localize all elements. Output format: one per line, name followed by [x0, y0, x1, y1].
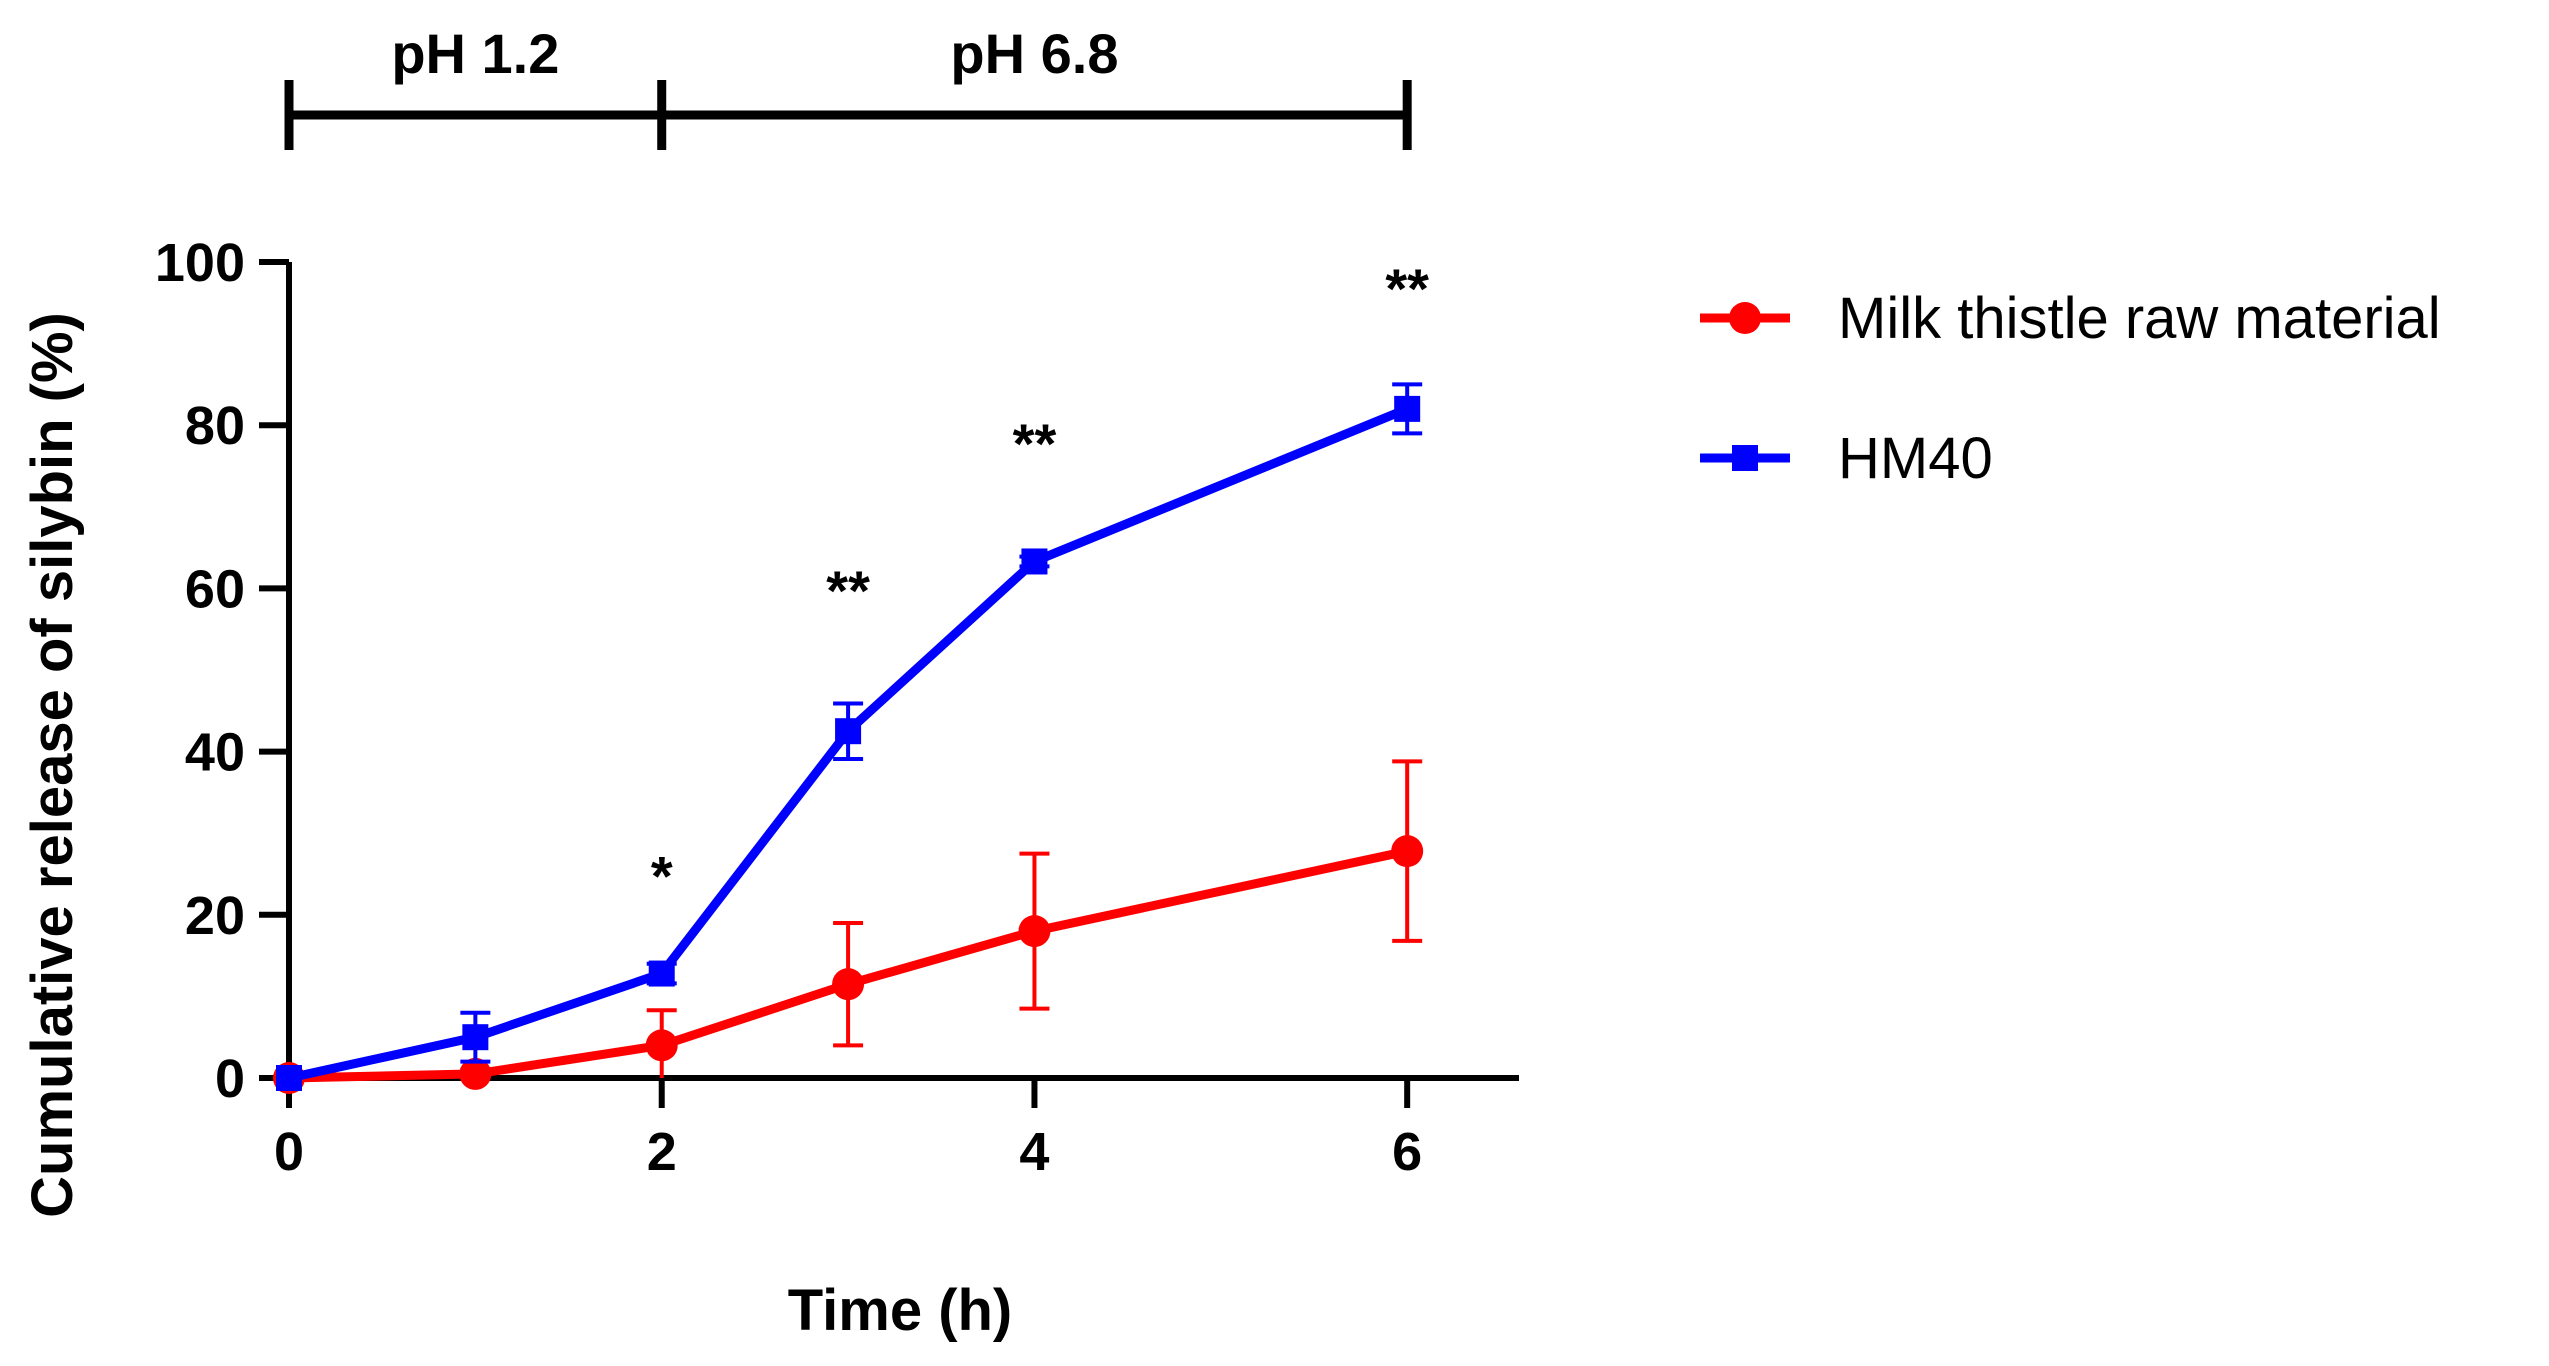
legend-label: Milk thistle raw material	[1838, 286, 2441, 351]
significance-label: *	[651, 845, 673, 908]
data-point	[459, 1057, 492, 1090]
legend-item: Milk thistle raw material	[1700, 286, 2441, 351]
x-axis-label: Time (h)	[788, 1278, 1013, 1343]
y-axis-label: Cumulative release of silybin (%)	[20, 312, 85, 1218]
significance-label: **	[826, 559, 870, 622]
x-ticks: 0 2 4 6	[274, 1078, 1422, 1182]
axes	[286, 262, 1519, 1081]
y-tick-label: 80	[185, 396, 245, 456]
data-point	[1394, 395, 1421, 422]
series-line	[288, 404, 1409, 1083]
y-tick-label: 0	[215, 1049, 245, 1109]
data-point	[648, 960, 675, 987]
legend-marker	[1729, 302, 1761, 334]
x-tick-label: 6	[1392, 1122, 1422, 1182]
phase-label: pH 1.2	[391, 22, 559, 85]
x-tick-label: 4	[1019, 1122, 1049, 1182]
data-point	[276, 1065, 302, 1091]
legend-item: HM40	[1700, 426, 1993, 491]
data-point	[1018, 915, 1051, 948]
data-point	[1021, 548, 1048, 575]
significance-label: **	[1013, 412, 1057, 475]
legend: Milk thistle raw material HM40	[1700, 286, 2441, 491]
data-point	[1391, 835, 1424, 868]
phase-bar: pH 1.2 pH 6.8	[284, 22, 1412, 150]
x-tick-label: 2	[647, 1122, 677, 1182]
y-ticks: 0 20 40 60 80 100	[155, 233, 289, 1109]
legend-marker	[1732, 445, 1758, 471]
legend-label: HM40	[1838, 426, 1993, 491]
significance-markers: *******	[651, 257, 1429, 908]
data-point	[645, 1029, 678, 1062]
y-tick-label: 60	[185, 559, 245, 619]
data-point	[462, 1024, 489, 1051]
y-tick-label: 100	[155, 233, 245, 293]
y-tick-label: 20	[185, 886, 245, 946]
series	[273, 382, 1424, 1094]
x-tick-label: 0	[274, 1122, 304, 1182]
series-hm40	[276, 382, 1423, 1091]
y-tick-label: 40	[185, 723, 245, 783]
series-line	[288, 846, 1409, 1083]
significance-label: **	[1385, 257, 1429, 320]
data-point	[832, 968, 865, 1001]
phase-label: pH 6.8	[950, 22, 1118, 85]
data-point	[835, 718, 862, 745]
